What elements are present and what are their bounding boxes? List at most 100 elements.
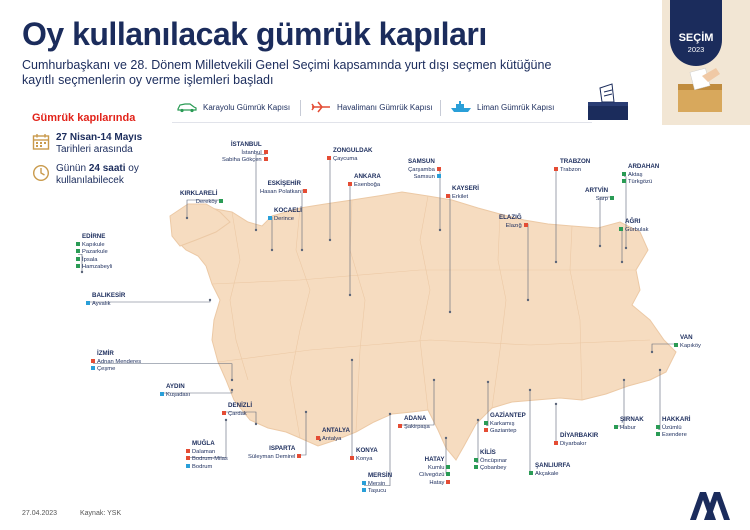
gate-name-air: Elazığ	[505, 222, 522, 229]
province-name: KİLİS	[480, 449, 496, 456]
leader-line	[486, 382, 489, 427]
province-name: TRABZON	[560, 158, 591, 165]
gate-marker-road	[446, 472, 450, 476]
province-label: MERSİN Mersin Taşucu	[368, 472, 392, 496]
gate-name-road: Habur	[620, 424, 636, 431]
province-label: KAYSERİ Erkilet	[452, 185, 479, 201]
leader-line	[186, 199, 221, 218]
gate-name-road: Akçakale	[535, 470, 559, 477]
gate-marker-air	[484, 428, 488, 432]
ship-icon	[451, 101, 471, 112]
location-point	[300, 248, 304, 252]
leader-line	[270, 216, 273, 250]
footer-date: 27.04.2023	[22, 510, 58, 517]
province-name: ESKİŞEHİR	[267, 180, 301, 187]
province-name: KONYA	[356, 447, 378, 454]
gate-name-road: Üzümlü	[662, 424, 682, 431]
gate-marker-air	[327, 155, 331, 160]
province-label: ARTVİN Sarp	[585, 187, 608, 203]
province-name: İSTANBUL	[230, 141, 262, 148]
location-point	[230, 388, 234, 392]
province-name: ARDAHAN	[628, 163, 660, 170]
gate-marker-road	[622, 171, 626, 176]
gate-name-air: Gaziantep	[490, 428, 517, 434]
gate-name-road: Öncüpınar	[480, 457, 508, 464]
location-point	[554, 402, 558, 406]
location-point	[476, 418, 480, 422]
gate-marker-sea	[186, 463, 190, 468]
province-name: DİYARBAKIR	[560, 432, 599, 439]
gate-name-air: Dalaman	[192, 448, 216, 455]
date-range: 27 Nisan-14 Mayıs	[56, 132, 143, 143]
gate-marker-air	[91, 358, 95, 363]
leader-line	[224, 411, 257, 424]
gate-marker-air	[446, 479, 450, 484]
gate-marker-road	[474, 465, 478, 469]
gate-marker-air	[350, 455, 354, 460]
location-point	[438, 228, 442, 232]
location-point	[598, 244, 602, 248]
gate-marker-road	[614, 424, 618, 429]
province-label: GAZİANTEP Karkamış Gaziantep	[490, 412, 526, 436]
location-point	[254, 228, 258, 232]
location-point	[526, 298, 530, 302]
gate-name-air: Hatay	[429, 479, 445, 486]
leader-line	[529, 390, 531, 473]
gate-name-sea: Derince	[274, 215, 294, 222]
province-label: TRABZON Trabzon	[560, 158, 590, 174]
location-point	[658, 368, 662, 372]
gate-marker-road	[76, 249, 80, 253]
car-icon	[177, 103, 197, 113]
time-strong: 24 saati	[88, 163, 126, 174]
legend-road: Karayolu Gümrük Kapısı	[176, 101, 290, 113]
location-point	[254, 422, 258, 426]
gate-name-air: Hasan Polatkan	[260, 188, 301, 195]
province-label: KİLİS Öncüpınar Çobanbey	[480, 449, 507, 473]
province-label: ELAZIĞ Elazığ	[499, 214, 522, 230]
page-subtitle: Cumhurbaşkanı ve 28. Dönem Milletvekili …	[22, 58, 552, 87]
province-label: İSTANBUL İstanbul Sabiha Gökçen	[222, 141, 262, 165]
province-name: ZONGULDAK	[333, 147, 373, 154]
gate-marker-air	[437, 166, 441, 171]
province-label: İZMİR Adnan Menderes Çeşme	[97, 350, 141, 374]
gate-name-road: Türkgözü	[628, 179, 653, 185]
leader-line	[329, 156, 331, 240]
location-point	[208, 298, 212, 302]
legend-divider	[300, 100, 301, 116]
gate-marker-road	[474, 457, 478, 462]
leader-line	[364, 414, 391, 487]
gate-name-air: Trabzon	[560, 166, 582, 173]
location-point	[270, 248, 274, 252]
legend-road-label: Karayolu Gümrük Kapısı	[203, 102, 291, 112]
province-label: KOCAELİ Derince	[274, 207, 302, 223]
location-point	[185, 216, 189, 220]
gate-marker-air	[264, 157, 268, 161]
leader-line	[526, 223, 529, 300]
gate-name-road: Aktaş	[628, 171, 643, 178]
location-point	[448, 310, 452, 314]
gate-marker-air	[316, 435, 320, 440]
gate-marker-road	[610, 195, 614, 200]
gate-marker-sea	[362, 488, 366, 492]
province-name: İZMİR	[97, 350, 114, 357]
location-point	[622, 378, 626, 382]
leader-line	[476, 420, 479, 464]
province-label: DENİZLİ Çardak	[228, 402, 252, 418]
province-name: BALIKESİR	[92, 292, 126, 299]
gate-marker-road	[619, 226, 623, 231]
province-name: ŞIRNAK	[620, 416, 644, 423]
location-point	[328, 238, 332, 242]
province-label: ZONGULDAK Çaycuma	[333, 147, 373, 163]
gate-name-road: Karkamış	[490, 420, 515, 427]
gate-name-road: Cilvegözü	[419, 472, 445, 478]
gate-name-air: Adnan Menderes	[97, 358, 142, 365]
gate-marker-sea	[86, 300, 90, 305]
province-name: ARTVİN	[585, 187, 609, 194]
gate-name-road: Çobanbey	[480, 465, 507, 471]
gate-name-road: Kumlu	[428, 464, 445, 471]
gate-name-air: Antalya	[322, 435, 342, 442]
location-point	[486, 380, 490, 384]
province-name: SAMSUN	[408, 158, 435, 165]
province-name: ANTALYA	[322, 427, 350, 434]
gate-name-sea: Samsun	[413, 174, 435, 180]
